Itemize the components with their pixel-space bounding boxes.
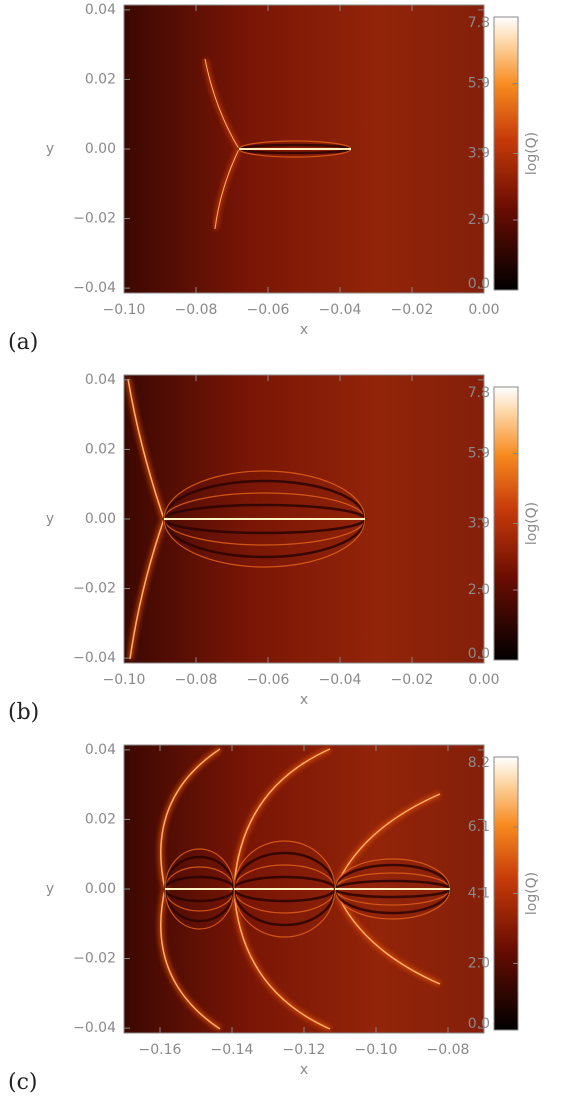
field-structures xyxy=(158,746,452,1032)
panel-label: (a) xyxy=(8,330,38,355)
y-tick-label: 0.04 xyxy=(85,2,116,18)
colorbar-tick-label: 4.1 xyxy=(468,886,490,902)
x-tick-label: −0.02 xyxy=(391,672,434,688)
y-tick-label: 0.02 xyxy=(85,811,116,827)
panel: −0.16 −0.14 −0.12 −0.10 −0.08 −0.04 −0.02 0.00 0… xyxy=(8,742,540,1095)
panel: −0.10 −0.08 −0.06 −0.04 −0.02 0.00 −0.04 −0.02 0… xyxy=(8,2,540,355)
y-tick-label: −0.02 xyxy=(73,951,116,967)
panel: −0.10 −0.08 −0.06 −0.04 −0.02 0.00 −0.04 −0.02 0… xyxy=(8,372,540,725)
y-tick-label: −0.02 xyxy=(73,581,116,597)
colorbar-tick-label: 2.0 xyxy=(468,212,490,228)
colorbar-label: log(Q) xyxy=(524,132,540,175)
colorbar-tick-label: 3.9 xyxy=(468,516,490,532)
y-axis-label: y xyxy=(46,881,54,897)
x-tick-label: −0.08 xyxy=(175,672,218,688)
field-structures xyxy=(125,378,367,660)
separatrix xyxy=(160,748,221,890)
x-tick-label: −0.12 xyxy=(283,1042,326,1058)
colorbar-tick-label: 2.0 xyxy=(468,955,490,971)
y-tick-label: 0.00 xyxy=(85,881,116,897)
y-axis-label: y xyxy=(46,141,54,157)
x-tick-label: −0.06 xyxy=(247,672,290,688)
y-tick-label: 0.04 xyxy=(85,372,116,388)
x-axis-label: x xyxy=(300,692,308,708)
y-tick-label: 0.04 xyxy=(85,742,116,758)
colorbar-tick-label: 0.0 xyxy=(468,276,490,292)
colorbar-tick-label: 7.8 xyxy=(468,15,490,31)
x-tick-label: −0.08 xyxy=(175,302,218,318)
y-tick-label: 0.02 xyxy=(85,441,116,457)
y-tick-label: −0.04 xyxy=(73,650,116,666)
colorbar-tick-label: 6.1 xyxy=(468,819,490,835)
x-tick-label: −0.06 xyxy=(247,302,290,318)
x-tick-label: −0.04 xyxy=(319,302,362,318)
colorbar-tick-label: 0.0 xyxy=(468,1016,490,1032)
colorbar-tick-label: 2.0 xyxy=(468,582,490,598)
x-tick-label: 0.00 xyxy=(468,302,499,318)
colorbar-tick-label: 3.9 xyxy=(468,146,490,162)
x-tick-label: −0.10 xyxy=(355,1042,398,1058)
colorbar-tick-label: 8.2 xyxy=(468,755,490,771)
colorbar-tick-label: 7.8 xyxy=(468,385,490,401)
separatrix xyxy=(233,748,331,890)
x-tick-label: 0.00 xyxy=(468,672,499,688)
x-tick-label: −0.02 xyxy=(391,302,434,318)
x-axis-label: x xyxy=(300,1062,308,1078)
colorbar-label: log(Q) xyxy=(524,502,540,545)
separatrix xyxy=(129,518,165,660)
x-tick-label: −0.08 xyxy=(427,1042,470,1058)
separatrix xyxy=(214,148,240,230)
y-tick-label: −0.04 xyxy=(73,1020,116,1036)
panel-label: (c) xyxy=(8,1070,38,1095)
x-tick-label: −0.10 xyxy=(103,302,146,318)
separatrix xyxy=(204,58,240,150)
colorbar-tick-label: 5.9 xyxy=(468,446,490,462)
x-axis-label: x xyxy=(300,322,308,338)
separatrix xyxy=(233,888,331,1030)
colorbar-label: log(Q) xyxy=(524,872,540,915)
separatrix xyxy=(160,888,221,1030)
x-tick-label: −0.04 xyxy=(319,672,362,688)
y-tick-label: −0.04 xyxy=(73,280,116,296)
separatrix xyxy=(127,378,165,520)
y-axis-label: y xyxy=(46,511,54,527)
x-tick-label: −0.10 xyxy=(103,672,146,688)
colorbar-tick-label: 5.9 xyxy=(468,76,490,92)
x-tick-label: −0.14 xyxy=(211,1042,254,1058)
x-tick-label: −0.16 xyxy=(139,1042,182,1058)
y-tick-label: −0.02 xyxy=(73,211,116,227)
y-tick-label: 0.02 xyxy=(85,71,116,87)
field-structures xyxy=(202,58,353,230)
y-tick-label: 0.00 xyxy=(85,141,116,157)
panel-label: (b) xyxy=(8,700,39,725)
colorbar-tick-label: 0.0 xyxy=(468,646,490,662)
y-tick-label: 0.00 xyxy=(85,511,116,527)
